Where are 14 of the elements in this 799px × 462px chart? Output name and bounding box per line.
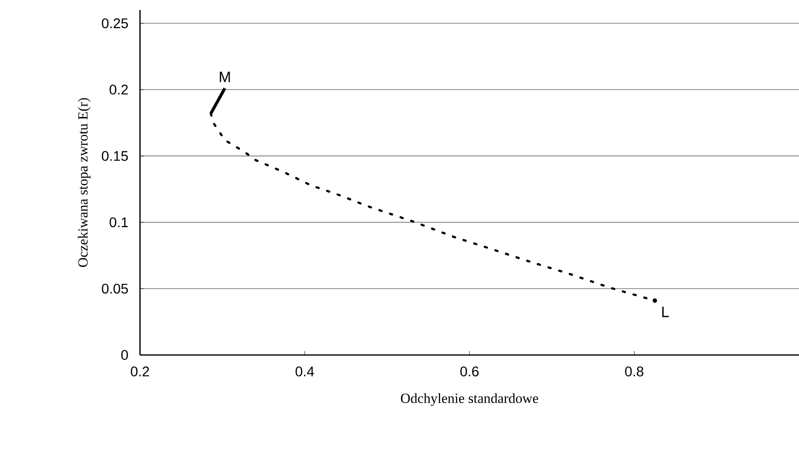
y-tick-label: 0.2 (110, 84, 128, 95)
y-tick-label: 0.1 (110, 217, 128, 228)
x-tick-label: 0.4 (296, 366, 314, 376)
y-tick-label: 0.15 (102, 151, 128, 161)
y-tick-label: 0.25 (102, 18, 128, 28)
x-tick-label: 0.8 (625, 366, 644, 376)
x-tick-label: 0.2 (130, 366, 149, 376)
annotation: L (662, 306, 669, 318)
x-tick-label: 0.6 (460, 366, 479, 376)
x-axis-title: Odchylenie standardowe (400, 393, 538, 406)
y-tick-label: 0 (121, 350, 128, 360)
y-tick-label: 0.05 (102, 284, 128, 294)
annotation: M (220, 72, 230, 82)
y-axis-title: Oczekiwana stopa zwrotu E(r) (78, 98, 90, 267)
